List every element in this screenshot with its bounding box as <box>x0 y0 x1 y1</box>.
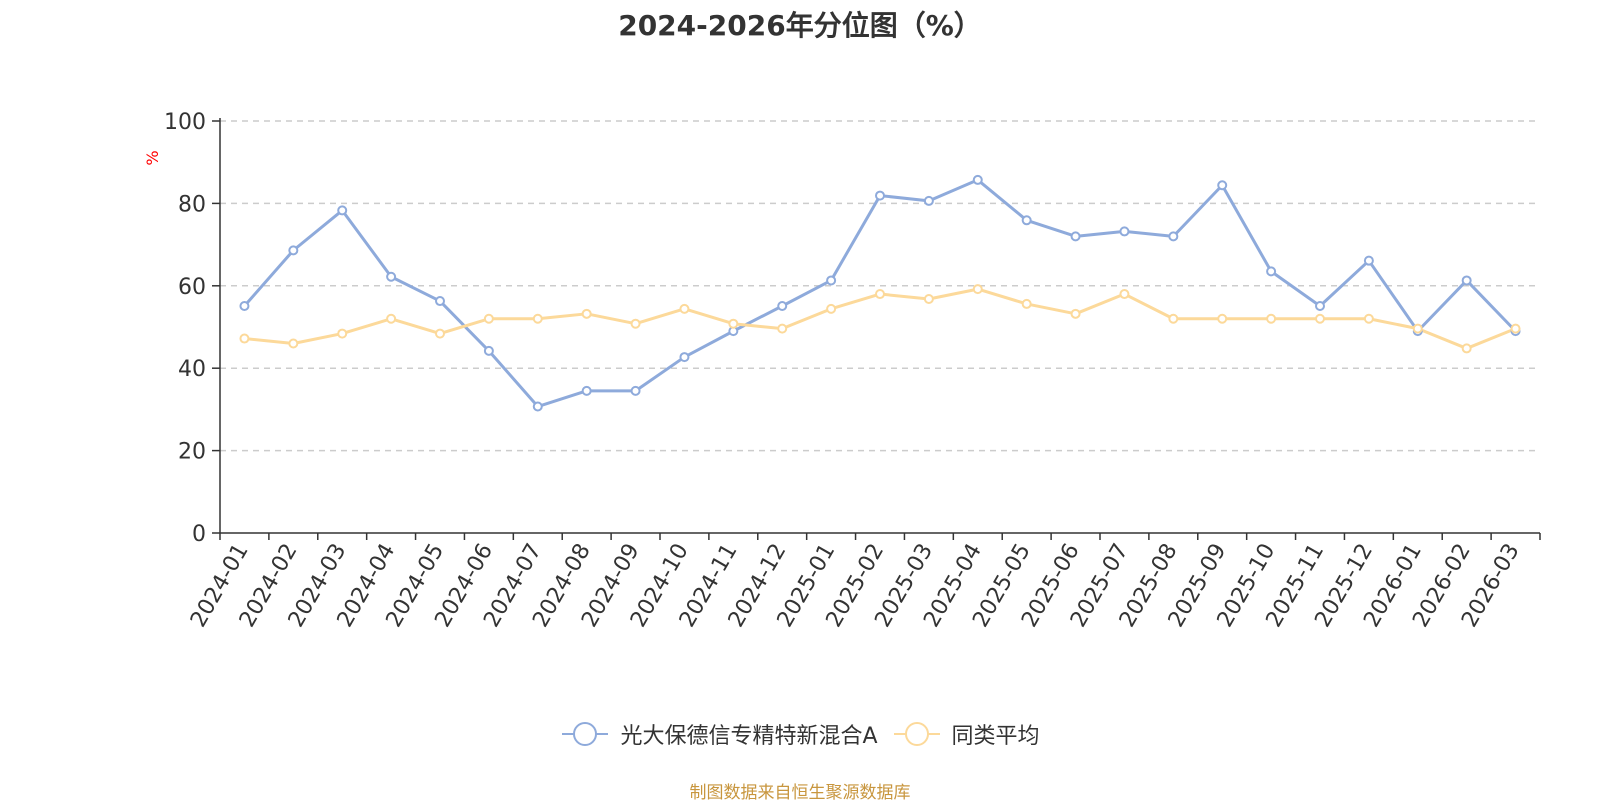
series-0-point <box>1119 226 1130 237</box>
chart-title: 2024-2026年分位图（%） <box>618 9 982 42</box>
legend-item-peer-average[interactable]: 同类平均 <box>892 718 1040 750</box>
series-0-point <box>483 345 494 356</box>
series-0-point <box>1461 275 1472 286</box>
series-1-point <box>1119 289 1130 300</box>
series-0-point <box>288 245 299 256</box>
series-0-point <box>1266 266 1277 277</box>
series-0-point <box>679 352 690 363</box>
series-1-point <box>777 323 788 334</box>
series-0-point <box>337 205 348 216</box>
series-1-point <box>1021 298 1032 309</box>
series-0-point <box>386 271 397 282</box>
series-1-point <box>1363 313 1374 324</box>
legend-item-fund[interactable]: 光大保德信专精特新混合A <box>560 718 878 750</box>
series-1-point <box>1266 313 1277 324</box>
legend-label-peer-average: 同类平均 <box>951 724 1040 749</box>
series-1-point <box>288 338 299 349</box>
gridlines <box>220 120 1540 452</box>
legend-marker-peer-average-icon <box>893 722 940 746</box>
y-tick-label: 0 <box>192 522 206 547</box>
legend-marker-fund-icon <box>562 722 609 746</box>
series-1-point <box>630 318 641 329</box>
series-0-point <box>630 385 641 396</box>
series-1-point <box>435 328 445 339</box>
series-0-point <box>1168 231 1179 242</box>
series-1-point <box>337 328 348 339</box>
series-1-point <box>581 308 592 319</box>
series-1-point <box>239 333 250 344</box>
series-0-point <box>1217 180 1228 191</box>
series-1-point <box>532 313 543 324</box>
series-0-point <box>239 300 250 311</box>
y-tick-label: 80 <box>178 192 206 217</box>
data-source-note: 制图数据来自恒生聚源数据库 <box>689 783 911 803</box>
series-1-point <box>1412 323 1423 334</box>
series-1-point <box>1070 308 1081 319</box>
y-tick-label: 60 <box>178 275 206 300</box>
series-0-point <box>923 195 934 206</box>
series-0-point <box>826 275 837 286</box>
series-0-point <box>581 385 592 396</box>
axes: 0204060801002024-012024-022024-032024-04… <box>164 110 1541 632</box>
series-1-point <box>386 313 397 324</box>
series-1-point <box>483 313 494 324</box>
series-1-point <box>1217 313 1228 324</box>
series-0-point <box>972 174 983 185</box>
series-0-point <box>532 401 543 412</box>
y-tick-label: 100 <box>164 110 206 135</box>
series-0-point <box>875 190 885 201</box>
series-1-point <box>972 284 983 295</box>
y-tick-label: 40 <box>178 357 206 382</box>
series-0-point <box>1021 215 1032 226</box>
series-1-point <box>1315 313 1325 324</box>
series-0-point <box>777 300 788 311</box>
series-1-point <box>1510 323 1521 334</box>
y-tick-label: 20 <box>178 440 206 465</box>
series-0-point <box>1315 300 1325 311</box>
y-axis-unit-label: % <box>143 150 162 165</box>
series-0-point <box>435 296 445 307</box>
series-1-point <box>923 293 934 304</box>
series-1-point <box>679 303 690 314</box>
series-0-point <box>1070 231 1081 242</box>
series-1-point <box>826 303 837 314</box>
series-1-point <box>875 289 885 300</box>
series-layer <box>239 174 1521 412</box>
series-1-point <box>1461 343 1472 354</box>
series-1-point <box>1168 313 1179 324</box>
series-1-point <box>728 318 739 329</box>
legend-label-fund: 光大保德信专精特新混合A <box>620 724 878 749</box>
legend: 光大保德信专精特新混合A 同类平均 <box>0 718 1600 750</box>
series-0-point <box>1363 255 1374 266</box>
